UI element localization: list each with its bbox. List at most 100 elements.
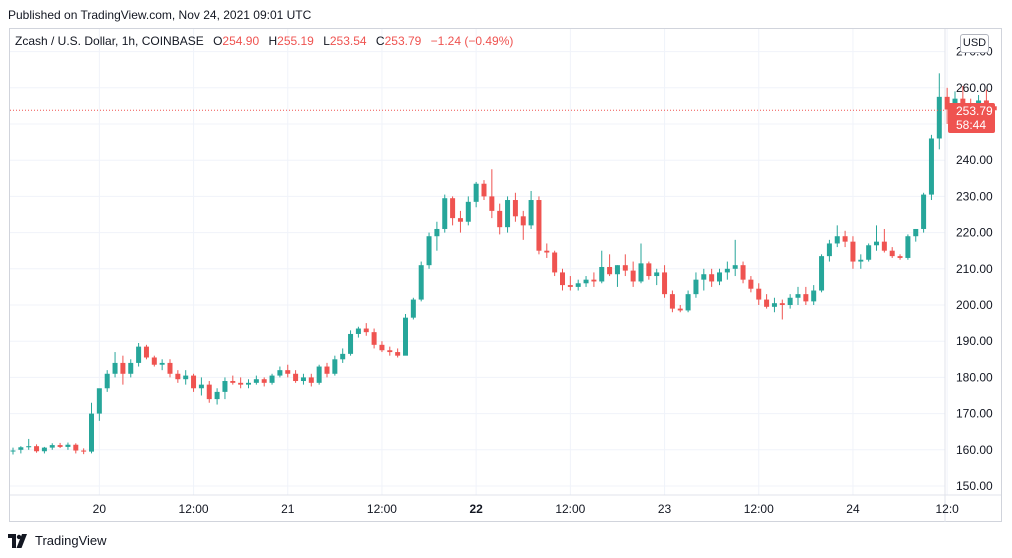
candle (497, 203, 503, 235)
candle (575, 279, 581, 291)
candle (348, 330, 354, 356)
open-label: O (213, 34, 223, 48)
candle-body (167, 362, 173, 374)
candle-body (560, 272, 565, 286)
y-tick-label: 220.00 (956, 226, 993, 240)
candle-body (363, 328, 369, 333)
candle (567, 276, 573, 291)
candle-body (748, 279, 754, 289)
candle-body (874, 241, 879, 246)
candle-body (198, 384, 204, 389)
candle-body (803, 294, 809, 302)
candle (167, 359, 173, 378)
candle-body (897, 256, 903, 258)
x-tick-label: 12:0 (935, 502, 959, 516)
candle (10, 447, 16, 455)
candle (332, 355, 338, 376)
y-tick-label: 260.00 (956, 81, 993, 95)
candle-body (253, 379, 259, 383)
candle-body (246, 382, 251, 385)
candle-body (473, 183, 479, 202)
candle (834, 225, 840, 248)
candle (842, 230, 848, 248)
x-tick-label: 21 (281, 502, 295, 516)
candle (944, 87, 950, 124)
candle (638, 243, 644, 284)
candle (410, 297, 416, 320)
candle (858, 254, 864, 269)
high-label: H (268, 34, 278, 48)
candle (418, 261, 424, 302)
candle-body (426, 236, 432, 266)
candle (677, 305, 683, 313)
candle-body (112, 362, 118, 374)
candle (465, 196, 471, 226)
candle-body (324, 366, 330, 374)
candle (481, 180, 487, 201)
candle (120, 355, 126, 385)
candle-body (701, 274, 707, 280)
candle-body (834, 236, 840, 244)
candle (662, 265, 668, 298)
candle (96, 388, 102, 421)
candle-body (293, 373, 299, 382)
high-value: 255.19 (277, 34, 314, 48)
tradingview-logo-icon (8, 533, 27, 548)
candle (340, 348, 346, 363)
candle (143, 344, 149, 360)
candle-body (457, 218, 463, 222)
candle-body (120, 362, 126, 374)
candle-body (465, 201, 471, 222)
candle (387, 346, 393, 356)
candle-body (889, 250, 895, 257)
candle-body (191, 375, 197, 389)
candle-body (206, 384, 212, 400)
candle-body (49, 445, 55, 448)
x-tick-label: 12:00 (367, 502, 397, 516)
candle-body (960, 98, 966, 106)
candle-body (214, 391, 220, 400)
tradingview-brand[interactable]: TradingView (8, 533, 107, 548)
candle (355, 326, 361, 338)
candle-body (732, 265, 738, 269)
candle (403, 314, 408, 356)
candle (473, 181, 479, 208)
currency-button[interactable]: USD (960, 34, 989, 53)
candle-body (450, 198, 456, 219)
candle-body (395, 352, 401, 356)
candle (913, 228, 919, 242)
candle-body (819, 256, 825, 291)
candle-body (89, 413, 94, 452)
low-value: 253.54 (329, 34, 367, 48)
published-header: Published on TradingView.com, Nov 24, 20… (8, 8, 312, 22)
candle-body (614, 265, 620, 275)
candle-body (410, 299, 416, 318)
candle-body (261, 379, 267, 383)
candle (277, 366, 283, 378)
candle-body (159, 362, 165, 365)
candle-body (277, 370, 283, 376)
candle (450, 196, 456, 226)
candle (379, 341, 385, 353)
x-tick-label: 24 (846, 502, 860, 516)
candle (685, 290, 691, 313)
candle (614, 265, 620, 287)
candle (819, 254, 825, 293)
candle (159, 359, 165, 371)
bar-countdown: 58:44 (956, 118, 987, 132)
candle (669, 290, 675, 313)
candle-body (662, 272, 668, 295)
x-tick-label: 12:00 (179, 502, 209, 516)
candle (151, 355, 157, 367)
candle (442, 194, 448, 233)
candle (104, 370, 110, 392)
candle-body (693, 279, 699, 295)
chart-frame (9, 28, 1002, 522)
y-tick-label: 170.00 (956, 407, 993, 421)
candle (866, 243, 872, 262)
candle (26, 438, 32, 450)
last-price-value: 253.79 (956, 104, 993, 118)
candle-body (285, 370, 291, 374)
candle (905, 234, 911, 260)
